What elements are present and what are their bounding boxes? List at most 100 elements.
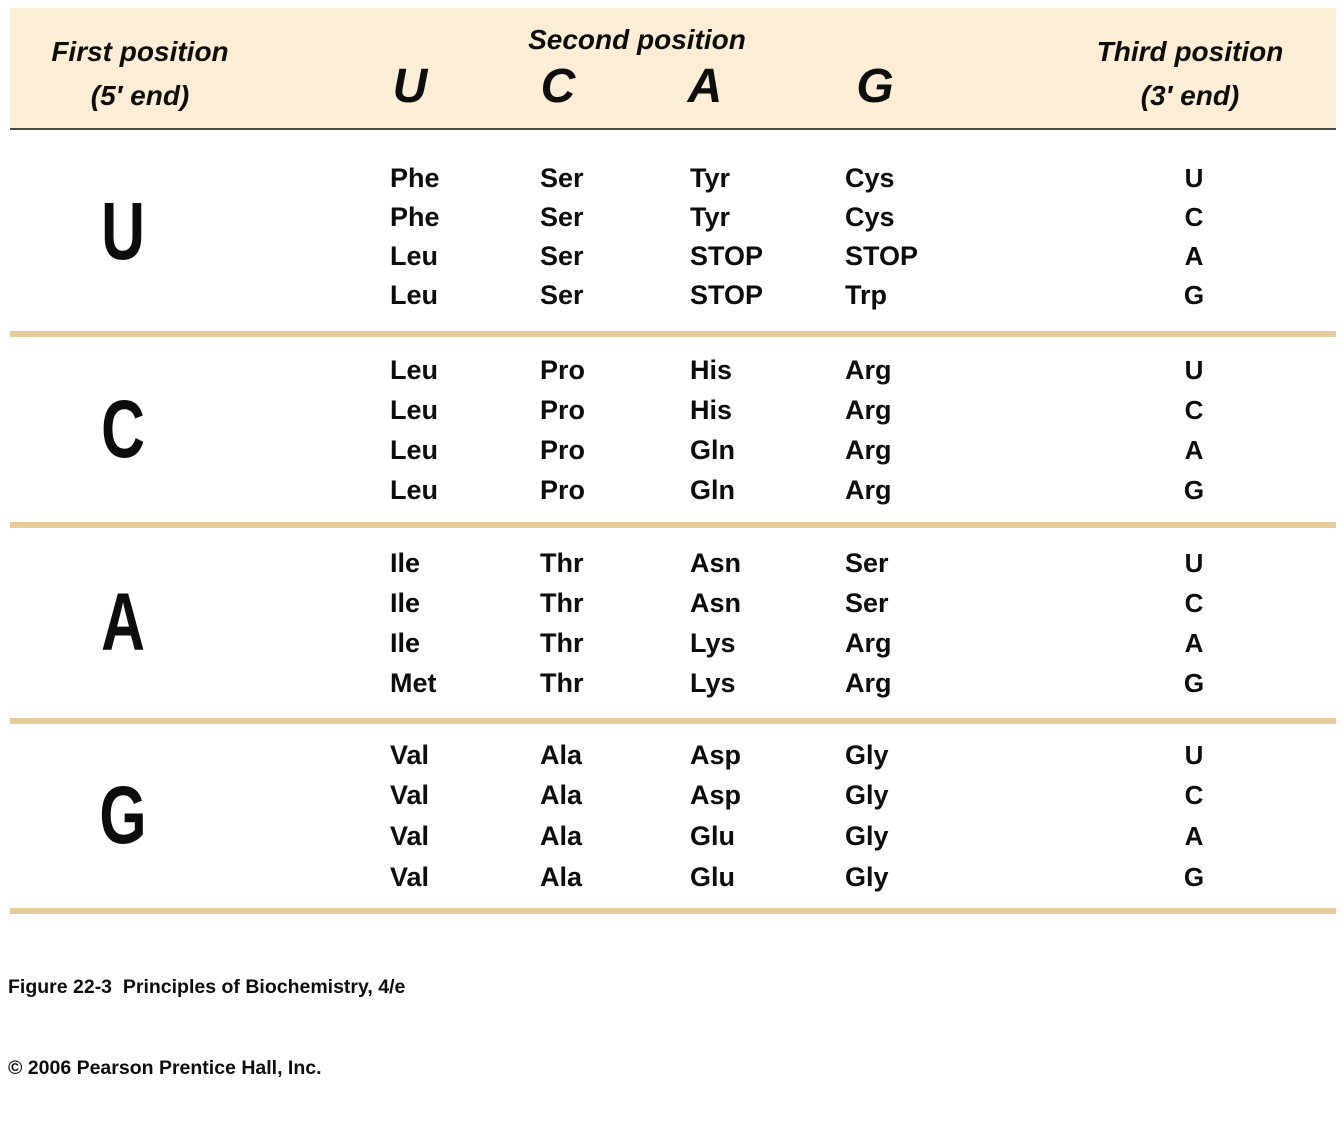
amino-acid-cell: Ser bbox=[845, 548, 889, 578]
amino-acid-cell: Leu bbox=[390, 355, 439, 385]
amino-acid-cell: Thr bbox=[540, 628, 584, 658]
amino-acid-cell: Asp bbox=[690, 780, 742, 810]
codon-row: Leu Pro His Arg U bbox=[10, 350, 1336, 390]
codon-row: Phe Ser Tyr Cys C bbox=[10, 197, 1336, 237]
caption-copyright: © 2006 Pearson Prentice Hall, Inc. bbox=[8, 1057, 322, 1079]
codon-row: Phe Ser Tyr Cys U bbox=[10, 158, 1336, 198]
amino-acid-cell: Thr bbox=[540, 588, 584, 618]
codon-row: Val Ala Glu Gly A bbox=[10, 816, 1336, 856]
amino-acid-cell: Ala bbox=[540, 740, 583, 770]
third-position-cell: A bbox=[1184, 435, 1204, 465]
codon-row: Val Ala Asp Gly C bbox=[10, 775, 1336, 815]
amino-acid-cell: Lys bbox=[690, 628, 736, 658]
amino-acid-cell: Gln bbox=[690, 475, 735, 505]
third-position-cell: U bbox=[1184, 740, 1204, 770]
first-position-letter: G bbox=[99, 770, 147, 861]
amino-acid-cell: Arg bbox=[845, 628, 892, 658]
amino-acid-cell: Ser bbox=[845, 588, 889, 618]
amino-acid-cell: Gly bbox=[845, 821, 889, 851]
first-position-sublabel: (5′ end) bbox=[90, 80, 190, 111]
amino-acid-cell: Pro bbox=[540, 395, 586, 425]
third-position-cell: U bbox=[1184, 355, 1204, 385]
amino-acid-cell: Thr bbox=[540, 668, 584, 698]
amino-acid-cell: STOP bbox=[845, 241, 919, 271]
amino-acid-cell: Pro bbox=[540, 435, 586, 465]
amino-acid-cell: Phe bbox=[390, 202, 440, 232]
amino-acid-cell: Gly bbox=[845, 740, 889, 770]
third-position-header: Third position (3′ end) bbox=[1040, 30, 1340, 118]
amino-acid-cell: Val bbox=[390, 821, 430, 851]
column-header-u: U bbox=[392, 60, 428, 113]
amino-acid-cell: Asn bbox=[690, 588, 742, 618]
amino-acid-cell: Arg bbox=[845, 395, 892, 425]
first-position-header: First position (5′ end) bbox=[10, 30, 270, 118]
third-position-cell: C bbox=[1184, 780, 1204, 810]
amino-acid-cell: Lys bbox=[690, 668, 736, 698]
third-position-cell: G bbox=[1183, 475, 1205, 505]
amino-acid-cell: Met bbox=[390, 668, 437, 698]
amino-acid-cell: STOP bbox=[690, 280, 764, 310]
amino-acid-cell: Val bbox=[390, 862, 430, 892]
codon-row: Val Ala Asp Gly U bbox=[10, 735, 1336, 775]
third-position-sublabel: (3′ end) bbox=[1140, 80, 1240, 111]
amino-acid-cell: Arg bbox=[845, 435, 892, 465]
amino-acid-cell: Gln bbox=[690, 435, 735, 465]
amino-acid-cell: Tyr bbox=[690, 202, 731, 232]
block-separator bbox=[10, 522, 1336, 528]
amino-acid-cell: His bbox=[690, 355, 733, 385]
third-position-cell: G bbox=[1183, 280, 1205, 310]
caption-title: Figure 22-3 Principles of Biochemistry, … bbox=[8, 976, 406, 998]
codon-row: Leu Pro Gln Arg A bbox=[10, 430, 1336, 470]
amino-acid-cell: Ala bbox=[540, 862, 583, 892]
amino-acid-cell: STOP bbox=[690, 241, 764, 271]
amino-acid-cell: Ser bbox=[540, 163, 584, 193]
codon-row: Met Thr Lys Arg G bbox=[10, 663, 1336, 703]
codon-row: Leu Pro His Arg C bbox=[10, 390, 1336, 430]
first-position-label: First position bbox=[51, 36, 229, 67]
first-position-letter: A bbox=[101, 577, 145, 668]
codon-row: Leu Ser STOP STOP A bbox=[10, 236, 1336, 276]
amino-acid-cell: Ser bbox=[540, 280, 584, 310]
amino-acid-cell: Ile bbox=[390, 628, 421, 658]
codon-block-c: C Leu Pro His Arg U Leu Pro His Arg C Le… bbox=[10, 337, 1336, 522]
codon-row: Leu Pro Gln Arg G bbox=[10, 470, 1336, 510]
amino-acid-cell: Val bbox=[390, 740, 430, 770]
amino-acid-cell: Pro bbox=[540, 355, 586, 385]
third-position-cell: U bbox=[1184, 548, 1204, 578]
codon-row: Leu Ser STOP Trp G bbox=[10, 275, 1336, 315]
amino-acid-cell: Trp bbox=[845, 280, 888, 310]
table-header-band: First position (5′ end) Second position … bbox=[10, 8, 1336, 130]
third-position-cell: G bbox=[1183, 668, 1205, 698]
amino-acid-cell: Arg bbox=[845, 668, 892, 698]
amino-acid-cell: Leu bbox=[390, 241, 439, 271]
third-position-cell: C bbox=[1184, 588, 1204, 618]
amino-acid-cell: Cys bbox=[845, 202, 895, 232]
third-position-label: Third position bbox=[1096, 36, 1284, 67]
codon-row: Val Ala Glu Gly G bbox=[10, 857, 1336, 897]
amino-acid-cell: Glu bbox=[690, 862, 735, 892]
amino-acid-cell: Ser bbox=[540, 202, 584, 232]
genetic-code-table-figure: First position (5′ end) Second position … bbox=[8, 8, 1336, 1079]
codon-block-u: U Phe Ser Tyr Cys U Phe Ser Tyr Cys C Le… bbox=[10, 132, 1336, 331]
third-position-cell: A bbox=[1184, 628, 1204, 658]
amino-acid-cell: Cys bbox=[845, 163, 895, 193]
first-position-letter: C bbox=[101, 383, 145, 475]
amino-acid-cell: Arg bbox=[845, 355, 892, 385]
amino-acid-cell: Gly bbox=[845, 862, 889, 892]
amino-acid-cell: Glu bbox=[690, 821, 735, 851]
amino-acid-cell: Pro bbox=[540, 475, 586, 505]
first-position-letter: U bbox=[101, 185, 145, 277]
amino-acid-cell: Arg bbox=[845, 475, 892, 505]
amino-acid-cell: Ser bbox=[540, 241, 584, 271]
codon-row: Ile Thr Lys Arg A bbox=[10, 623, 1336, 663]
amino-acid-cell: Leu bbox=[390, 435, 439, 465]
codon-block-g: G Val Ala Asp Gly U Val Ala Asp Gly C Va… bbox=[10, 724, 1336, 908]
codon-row: Ile Thr Asn Ser C bbox=[10, 583, 1336, 623]
amino-acid-cell: Thr bbox=[540, 548, 584, 578]
amino-acid-cell: Ala bbox=[540, 780, 583, 810]
amino-acid-cell: Gly bbox=[845, 780, 889, 810]
amino-acid-cell: Asp bbox=[690, 740, 742, 770]
amino-acid-cell: Ile bbox=[390, 548, 421, 578]
block-separator bbox=[10, 718, 1336, 724]
amino-acid-cell: Ala bbox=[540, 821, 583, 851]
